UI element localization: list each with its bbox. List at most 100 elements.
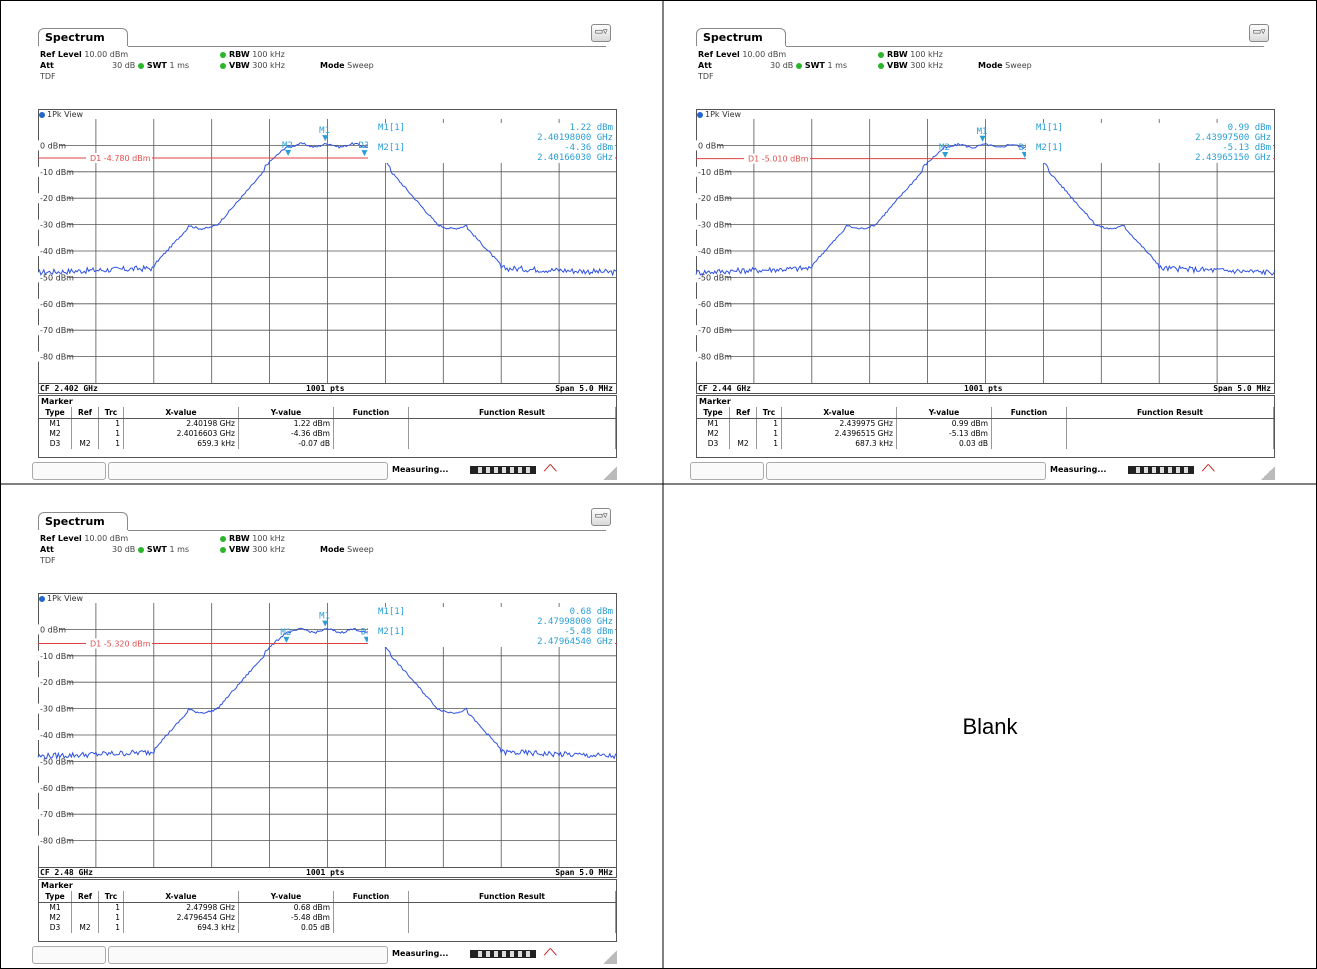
plot-footer: CF 2.48 GHz 1001 pts Span 5.0 MHz [38,867,617,879]
marker-cell [408,429,616,439]
marker-readout-m2-level: -5.13 dBm [1222,143,1271,153]
tick-label-bg [38,756,68,767]
progress-segment [494,467,498,473]
tab-spectrum[interactable]: Spectrum [38,28,128,46]
marker-cell: 2.47998 GHz [123,902,239,913]
instrument-logo-icon: ⟋⟍ [544,948,557,958]
marker-grid: Type Ref Trc X-value Y-value Function Function… [697,407,1274,449]
marker-cell: D3 [697,439,730,449]
marker-cell [408,418,616,429]
menu-icon[interactable]: ▭▿ [591,508,611,526]
marker-cell: 1 [98,902,124,913]
tab-underline [128,46,606,47]
marker-label: M1 [319,126,330,136]
marker-point [979,135,986,142]
marker-cell: M2 [729,439,757,449]
resize-grip-icon[interactable] [603,466,617,480]
marker-readout-m2-label: M2[1] [1036,143,1063,153]
d1-label: D1 -5.010 dBm [748,155,809,164]
marker-cell [333,439,409,449]
status-message-field[interactable] [108,946,388,964]
menu-icon[interactable]: ▭▿ [591,24,611,42]
mode-setting: Mode Sweep [978,61,1032,70]
progress-segment [510,951,514,957]
table-row[interactable]: M1 1 2.439975 GHz 0.99 dBm [697,418,1274,429]
marker-cell [71,418,99,429]
status-dot-icon [220,535,226,542]
tick-label-bg [38,193,68,204]
marker-point [361,150,368,157]
tick-label-bg [38,835,68,846]
marker-col-header: Function [333,407,409,419]
status-field[interactable] [690,462,764,480]
marker-readout-m2-level: -5.48 dBm [564,627,613,637]
tick-label-bg [38,140,60,151]
spectrum-trace [37,142,618,277]
status-field[interactable] [32,462,106,480]
tick-label-bg [38,782,68,793]
spectrum-plot[interactable]: 0 dBm -10 dBm -20 dBm -30 dBm -40 dBm -50 dBm… [37,119,618,383]
spectrum-plot[interactable]: 0 dBm -10 dBm -20 dBm -30 dBm -40 dBm -50 dBm… [695,119,1276,383]
progress-segment [1176,467,1180,473]
spectrum-plot[interactable]: 0 dBm -10 dBm -20 dBm -30 dBm -40 dBm -50 dBm… [37,603,617,867]
tab-spectrum[interactable]: Spectrum [696,28,786,46]
resize-grip-icon[interactable] [603,950,617,964]
marker-grid: Type Ref Trc X-value Y-value Function Function… [39,407,616,449]
status-message-field[interactable] [766,462,1046,480]
span-label: Span 5.0 MHz [1213,384,1271,393]
status-field[interactable] [32,946,106,964]
y-tick-label: -20 dBm [40,678,74,687]
table-row[interactable]: D3 M2 1 687.3 kHz 0.03 dB [697,439,1274,449]
marker-cell: 1.22 dBm [238,418,334,429]
marker-table: Marker Type Ref Trc X-value Y-value Function F… [38,879,617,942]
marker-point [942,151,949,158]
table-row[interactable]: D3 M2 1 694.3 kHz 0.05 dB [39,923,616,933]
marker-readout-m1-freq: 2.47998000 GHz [537,617,613,627]
marker-readout-m2-label: M2[1] [378,627,405,637]
marker-col-header: Function Result [408,407,616,419]
marker-readout-m1-label: M1[1] [1036,123,1063,133]
y-tick-label: -30 dBm [40,221,74,230]
tick-label-bg [38,246,68,256]
resize-grip-icon[interactable] [1261,466,1275,480]
span-label: Span 5.0 MHz [555,384,613,393]
marker-cell: D3 [39,923,72,933]
blank-cell-label: Blank [962,713,1018,739]
menu-icon[interactable]: ▭▿ [1249,24,1269,42]
center-frequency: CF 2.44 GHz [698,384,751,393]
spectrum-trace [37,627,617,761]
table-row[interactable]: D3 M2 1 659.3 kHz -0.07 dB [39,439,616,449]
marker-col-header: Type [697,407,730,419]
table-row[interactable]: M1 1 2.40198 GHz 1.22 dBm [39,418,616,429]
vbw-setting: VBW 300 kHz [878,61,943,70]
marker-cell: -0.07 dB [238,439,334,449]
y-tick-label: 0 dBm [698,141,724,150]
y-tick-label: -10 dBm [698,168,732,177]
marker-col-header: Ref [71,891,99,903]
view-dot-icon [39,595,45,602]
view-dot-icon [39,111,45,118]
marker-point [283,636,290,643]
marker-col-header: Function Result [408,891,616,903]
table-row[interactable]: M2 1 2.4016603 GHz -4.36 dBm [39,429,616,439]
marker-cell: M2 [39,429,72,439]
d1-label: D1 -4.780 dBm [90,154,151,163]
table-row[interactable]: M1 1 2.47998 GHz 0.68 dBm [39,902,616,913]
marker-cell [729,429,757,439]
marker-cell: 1 [98,439,124,449]
marker-col-header: X-value [781,407,897,419]
marker-cell: 687.3 kHz [781,439,897,449]
table-row[interactable]: M2 1 2.4796454 GHz -5.48 dBm [39,913,616,923]
marker-cell [1066,418,1274,429]
progress-segment [478,951,482,957]
status-message-field[interactable] [108,462,388,480]
tdf-label: TDF [698,72,714,81]
d1-label-bg [86,638,152,649]
y-tick-label: -80 dBm [40,353,74,362]
tab-spectrum[interactable]: Spectrum [38,512,128,530]
marker-cell: 0.99 dBm [896,418,992,429]
marker-cell [991,418,1067,429]
tdf-label: TDF [40,72,56,81]
tab-underline [786,46,1264,47]
table-row[interactable]: M2 1 2.4396515 GHz -5.13 dBm [697,429,1274,439]
